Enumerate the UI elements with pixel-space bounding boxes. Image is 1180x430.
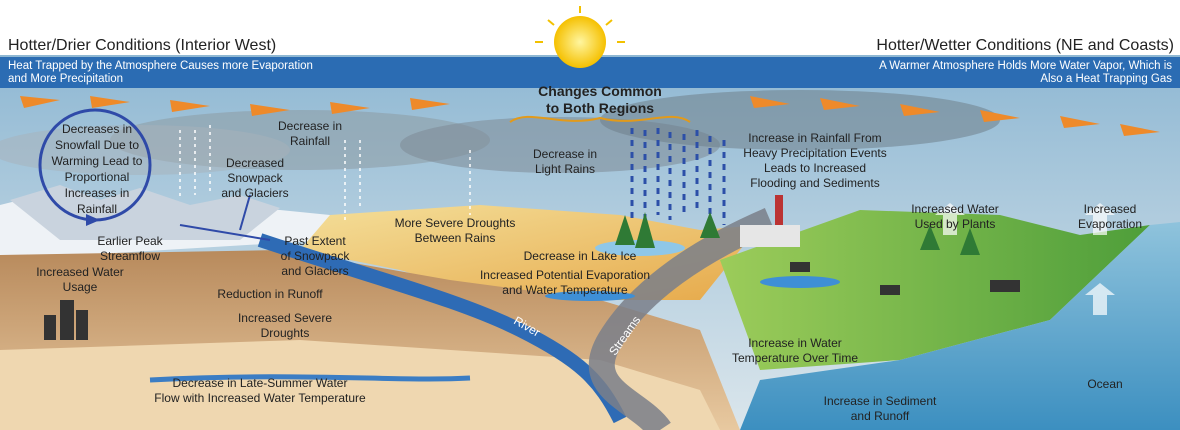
text-line: More Severe Droughts (395, 216, 516, 230)
text-line: Flooding and Sediments (750, 176, 879, 190)
text-line: and Runoff (851, 409, 910, 423)
label: Ocean (1087, 377, 1122, 391)
text-line: Past Extent (284, 234, 346, 248)
text-line: Reduction in Runoff (217, 287, 323, 301)
text-line: and More Precipitation (8, 73, 123, 85)
text-line: to Both Regions (546, 100, 654, 116)
text-line: Proportional (65, 170, 130, 184)
text-line: Heat Trapped by the Atmosphere Causes mo… (8, 60, 313, 72)
text-line: Earlier Peak (97, 234, 163, 248)
text-line: Decreased (226, 156, 284, 170)
text-line: Temperature Over Time (732, 351, 858, 365)
text-line: Increased Severe (238, 311, 332, 325)
text-line: Rainfall (290, 134, 330, 148)
text-line: Snowfall Due to (55, 138, 139, 152)
text-line: Streamflow (100, 249, 160, 263)
text-line: Increased Water (36, 265, 124, 279)
text-line: Increased (1084, 202, 1137, 216)
text-line: Evaporation (1078, 217, 1142, 231)
diagram: Hotter/Drier Conditions (Interior West) H… (0, 0, 1180, 430)
text-line: A Warmer Atmosphere Holds More Water Vap… (879, 60, 1172, 72)
text-line: Increase in Water (748, 336, 842, 350)
header: Hotter/Wetter Conditions (NE and Coasts) (876, 37, 1174, 54)
text-line: Increase in Sediment (824, 394, 937, 408)
text-line: of Snowpack (281, 249, 351, 263)
text-line: and Water Temperature (502, 283, 628, 297)
text-line: Used by Plants (915, 217, 996, 231)
text-line: Flow with Increased Water Temperature (154, 391, 366, 405)
text-line: and Glaciers (281, 264, 348, 278)
text-line: Rainfall (77, 202, 117, 216)
text-line: Also a Heat Trapping Gas (1040, 73, 1172, 85)
text-line: Heavy Precipitation Events (743, 146, 886, 160)
header: Hotter/Drier Conditions (Interior West) (8, 37, 276, 54)
text-line: Ocean (1087, 377, 1122, 391)
text-line: Warming Lead to (52, 154, 143, 168)
text-line: Snowpack (227, 171, 283, 185)
text-line: Increased Potential Evaporation (480, 268, 650, 282)
text-line: Decrease in (533, 147, 597, 161)
text-line: and Glaciers (221, 186, 288, 200)
text-line: Decrease in Lake Ice (524, 249, 637, 263)
text-line: Changes Common (538, 83, 662, 99)
text-line: Light Rains (535, 162, 595, 176)
text-line: Increased Water (911, 202, 999, 216)
text-line: Decrease in (278, 119, 342, 133)
text-line: Decrease in Late-Summer Water (173, 376, 348, 390)
text-line: Decreases in (62, 122, 132, 136)
text-line: Increases in (65, 186, 130, 200)
text-line: Increase in Rainfall From (748, 131, 881, 145)
text-line: Usage (63, 280, 98, 294)
label: Reduction in Runoff (217, 287, 323, 301)
label: Decrease in Lake Ice (524, 249, 637, 263)
text-line: Between Rains (415, 231, 496, 245)
text-line: Droughts (261, 326, 310, 340)
text-line: Leads to Increased (764, 161, 866, 175)
